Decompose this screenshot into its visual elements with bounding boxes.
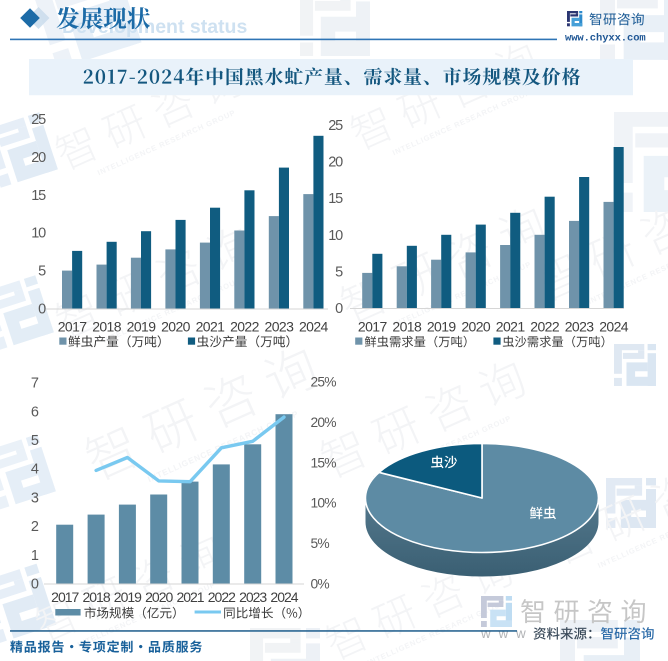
svg-text:2023: 2023 (265, 319, 295, 335)
svg-text:2018: 2018 (92, 319, 122, 335)
svg-text:5: 5 (31, 433, 39, 449)
svg-text:0: 0 (335, 301, 343, 317)
svg-text:5: 5 (335, 264, 343, 280)
svg-text:2024: 2024 (270, 589, 298, 605)
svg-text:2021: 2021 (176, 589, 204, 605)
svg-text:5%: 5% (311, 536, 330, 551)
svg-text:20: 20 (328, 155, 343, 171)
svg-text:25%: 25% (311, 375, 337, 390)
svg-text:25: 25 (328, 118, 343, 134)
svg-text:2019: 2019 (114, 589, 142, 605)
svg-text:10: 10 (31, 226, 46, 242)
svg-text:2017: 2017 (58, 319, 88, 335)
svg-text:2019: 2019 (127, 319, 157, 335)
svg-text:15: 15 (328, 191, 343, 207)
svg-text:w w w .: w w w . (480, 626, 539, 641)
svg-text:2018: 2018 (392, 319, 422, 335)
svg-text:2021: 2021 (496, 319, 526, 335)
svg-text:0: 0 (38, 302, 46, 318)
svg-text:4: 4 (31, 462, 39, 478)
svg-text:5: 5 (38, 264, 46, 280)
svg-text:0%: 0% (311, 577, 330, 592)
svg-text:10: 10 (328, 228, 343, 244)
svg-text:2: 2 (31, 519, 39, 535)
svg-text:2020: 2020 (461, 319, 491, 335)
svg-text:www.chyxx.com: www.chyxx.com (565, 33, 646, 45)
svg-text:2017: 2017 (51, 589, 79, 605)
svg-text:7: 7 (31, 376, 39, 392)
svg-text:2024: 2024 (299, 319, 329, 335)
svg-text:10%: 10% (311, 496, 337, 511)
svg-text:2023: 2023 (239, 589, 267, 605)
svg-text:2022: 2022 (208, 589, 236, 605)
svg-text:2020: 2020 (161, 319, 191, 335)
svg-text:20: 20 (31, 150, 46, 166)
svg-text:2017: 2017 (358, 319, 388, 335)
svg-text:2021: 2021 (196, 319, 226, 335)
svg-text:15%: 15% (311, 455, 337, 470)
svg-text:2022: 2022 (530, 319, 560, 335)
svg-text:25: 25 (31, 112, 46, 128)
svg-text:2020: 2020 (145, 589, 173, 605)
svg-text:6: 6 (31, 404, 39, 420)
svg-text:20%: 20% (311, 415, 337, 430)
svg-text:2018: 2018 (82, 589, 110, 605)
svg-text:2019: 2019 (427, 319, 457, 335)
svg-text:2023: 2023 (565, 319, 595, 335)
svg-text:1: 1 (31, 548, 39, 564)
svg-text:0: 0 (31, 577, 39, 593)
svg-text:2024: 2024 (599, 319, 629, 335)
svg-text:15: 15 (31, 188, 46, 204)
svg-text:3: 3 (31, 490, 39, 506)
svg-text:2022: 2022 (230, 319, 260, 335)
